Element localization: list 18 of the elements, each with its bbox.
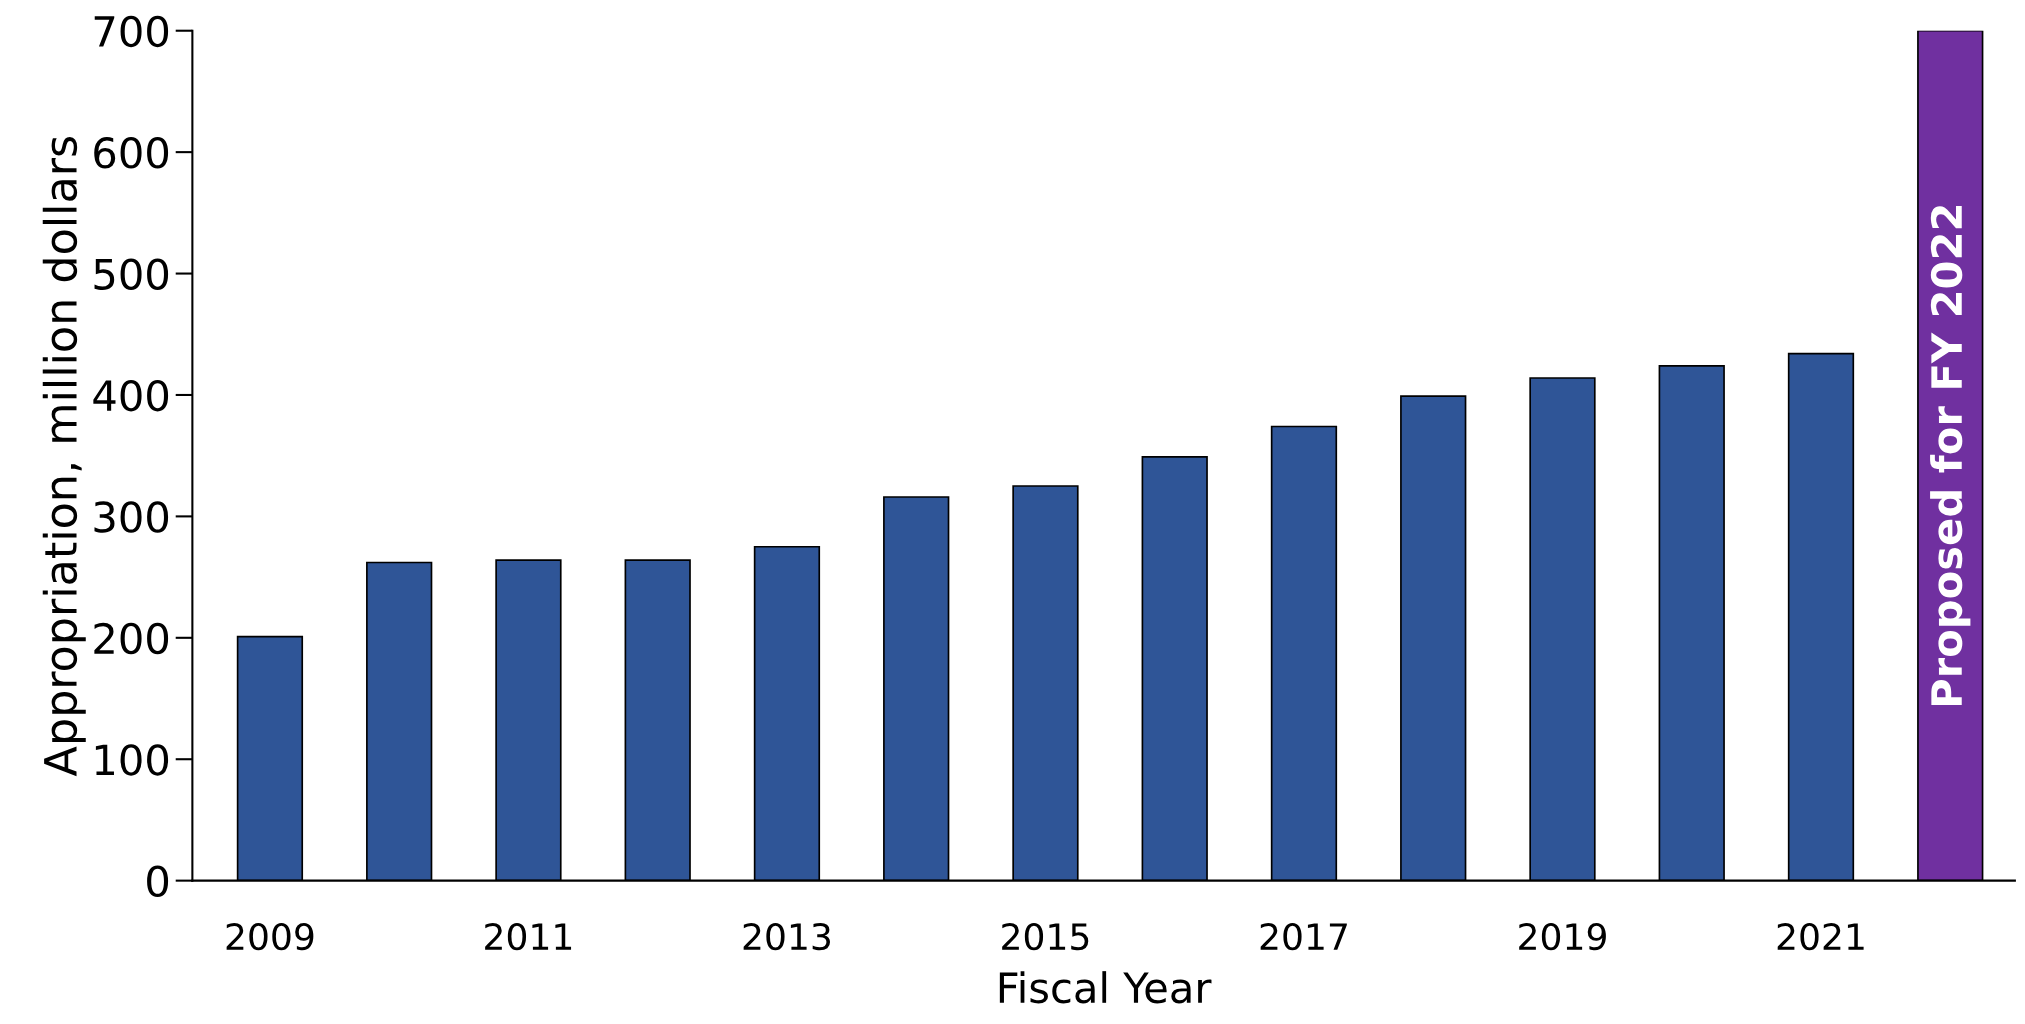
y-tick-label: 300 xyxy=(94,501,169,533)
y-tick-label: 400 xyxy=(93,379,169,412)
y-tick-label: 600 xyxy=(94,137,169,169)
x-tick-label: 2009 xyxy=(226,922,314,951)
x-tick-label: 2013 xyxy=(743,922,830,951)
x-tick-label: 2015 xyxy=(1002,922,1089,951)
x-tick-label: 2019 xyxy=(1519,922,1606,951)
y-tick-label: 200 xyxy=(94,622,169,655)
y-tick-label: 700 xyxy=(94,15,169,48)
y-tick-label: 500 xyxy=(94,258,169,290)
x-tick-label: 2021 xyxy=(1777,922,1864,951)
x-tick-label: 2011 xyxy=(485,922,572,951)
y-tick-label: 100 xyxy=(95,744,169,776)
data-label: Proposed for FY 2022 xyxy=(1930,206,1971,706)
x-axis-title: Fiscal Year xyxy=(999,971,1212,1004)
x-tick-label: 2017 xyxy=(1260,922,1347,951)
y-axis-title: Appropriation, million dollars xyxy=(42,137,86,777)
y-tick-label: 0 xyxy=(147,865,169,898)
